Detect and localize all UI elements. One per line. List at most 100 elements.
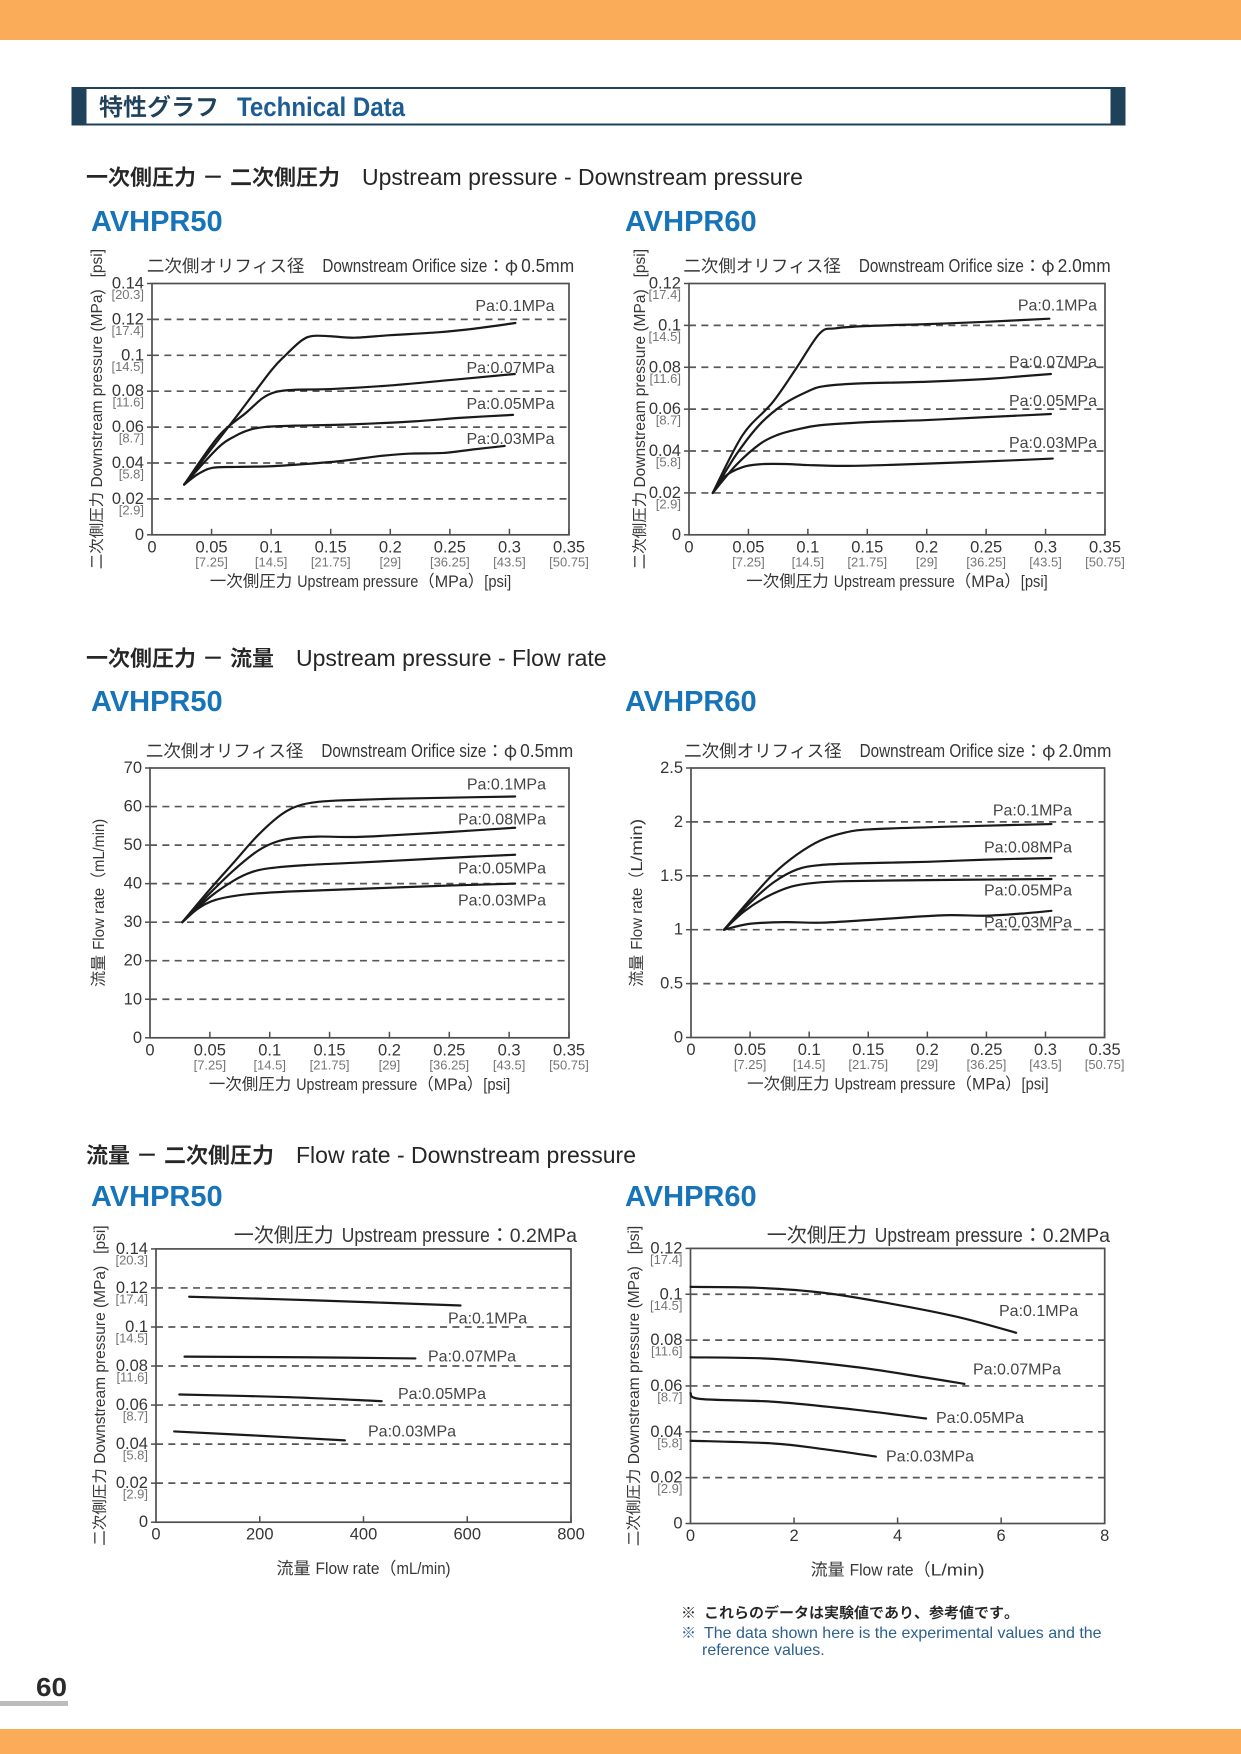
svg-text:Downstream Orifice size: Downstream Orifice size	[322, 255, 487, 276]
svg-text:Pa:0.1MPa: Pa:0.1MPa	[467, 777, 546, 794]
svg-text:0.04: 0.04	[116, 1435, 148, 1453]
svg-text:L/min): L/min)	[931, 1561, 985, 1580]
svg-text:0.2: 0.2	[379, 538, 402, 556]
svg-text:0.1: 0.1	[798, 1041, 821, 1059]
svg-text:[5.8]: [5.8]	[123, 1448, 148, 1463]
svg-text:Downstream Orifice size: Downstream Orifice size	[859, 255, 1024, 276]
svg-text:Pa:0.03MPa: Pa:0.03MPa	[984, 915, 1072, 932]
svg-text:[14.5]: [14.5]	[255, 554, 288, 569]
svg-text:[17.4]: [17.4]	[115, 1291, 148, 1306]
svg-text:[psi]: [psi]	[92, 1225, 109, 1253]
svg-text:Pa:0.03MPa: Pa:0.03MPa	[368, 1424, 456, 1441]
svg-text:0: 0	[684, 538, 693, 556]
svg-text:0.1: 0.1	[260, 538, 283, 556]
svg-text:Pa:0.1MPa: Pa:0.1MPa	[999, 1303, 1078, 1320]
svg-text:70: 70	[124, 759, 142, 777]
svg-text:Pa:0.07MPa: Pa:0.07MPa	[973, 1362, 1061, 1379]
svg-text:[7.25]: [7.25]	[194, 1057, 227, 1072]
svg-text:[14.5]: [14.5]	[648, 329, 681, 344]
svg-text:0.05: 0.05	[194, 1041, 226, 1059]
svg-text:[36.25]: [36.25]	[967, 1057, 1007, 1072]
svg-text:0.12: 0.12	[650, 1239, 682, 1257]
svg-text:[psi]: [psi]	[632, 249, 649, 277]
svg-text:Pa:0.08MPa: Pa:0.08MPa	[984, 840, 1072, 857]
svg-text:Pa:0.05MPa: Pa:0.05MPa	[398, 1386, 486, 1403]
svg-text:MPa: MPa	[971, 572, 1005, 591]
svg-text:AVHPR60: AVHPR60	[625, 206, 757, 238]
svg-text:[psi]: [psi]	[1021, 572, 1048, 591]
svg-text:0.2: 0.2	[916, 1041, 939, 1059]
svg-text:[psi]: [psi]	[483, 1075, 510, 1094]
svg-text:0.04: 0.04	[649, 442, 681, 460]
svg-text:0.3: 0.3	[498, 1041, 521, 1059]
svg-text:[14.5]: [14.5]	[115, 1330, 148, 1345]
svg-text:[2.9]: [2.9]	[656, 496, 681, 511]
svg-text:0.04: 0.04	[112, 454, 144, 472]
svg-text:[5.8]: [5.8]	[119, 467, 144, 482]
svg-text:[14.5]: [14.5]	[253, 1057, 286, 1072]
svg-text:Pa:0.07MPa: Pa:0.07MPa	[428, 1349, 516, 1366]
svg-text:0: 0	[674, 1029, 683, 1047]
svg-text:0.1: 0.1	[796, 538, 819, 556]
svg-text:Downstream pressure (MPa): Downstream pressure (MPa)	[89, 289, 106, 487]
svg-text:[2.9]: [2.9]	[657, 1481, 682, 1496]
svg-text:Downstream pressure (MPa): Downstream pressure (MPa)	[632, 289, 649, 487]
svg-text:40: 40	[124, 875, 142, 893]
svg-text:Upstream pressure: Upstream pressure	[835, 1075, 956, 1094]
svg-text:0: 0	[135, 526, 144, 544]
svg-text:[29]: [29]	[379, 554, 401, 569]
svg-text:800: 800	[557, 1526, 585, 1544]
svg-text:Pa:0.1MPa: Pa:0.1MPa	[993, 803, 1072, 820]
svg-text:[7.25]: [7.25]	[732, 554, 765, 569]
svg-text:[5.8]: [5.8]	[656, 455, 681, 470]
svg-text:0.15: 0.15	[314, 1041, 346, 1059]
svg-text:6: 6	[997, 1527, 1006, 1545]
svg-text:0.08: 0.08	[116, 1357, 148, 1375]
svg-text:0.02: 0.02	[112, 490, 144, 508]
svg-text:[8.7]: [8.7]	[657, 1389, 682, 1404]
svg-text:Pa:0.05MPa: Pa:0.05MPa	[458, 861, 546, 878]
svg-text:0.1: 0.1	[258, 1041, 281, 1059]
svg-text:0.3: 0.3	[498, 538, 521, 556]
svg-text:[21.75]: [21.75]	[847, 554, 887, 569]
svg-text:0.14: 0.14	[112, 275, 144, 293]
svg-text:AVHPR50: AVHPR50	[91, 206, 223, 238]
svg-text:[11.6]: [11.6]	[649, 371, 681, 386]
svg-text:0.06: 0.06	[112, 418, 144, 436]
svg-text:Pa:0.05MPa: Pa:0.05MPa	[1009, 393, 1097, 410]
svg-text:Pa:0.03MPa: Pa:0.03MPa	[466, 431, 554, 448]
svg-text:Pa:0.05MPa: Pa:0.05MPa	[984, 883, 1072, 900]
svg-text:0.02: 0.02	[116, 1474, 148, 1492]
svg-text:AVHPR60: AVHPR60	[625, 1181, 757, 1213]
svg-text:Flow rate: Flow rate	[850, 1561, 914, 1580]
svg-text:[psi]: [psi]	[484, 572, 511, 591]
svg-text:0.05: 0.05	[734, 1041, 766, 1059]
svg-text:[21.75]: [21.75]	[310, 1057, 350, 1072]
svg-text:Pa:0.03MPa: Pa:0.03MPa	[1009, 435, 1097, 452]
svg-text:Pa:0.05MPa: Pa:0.05MPa	[936, 1410, 1024, 1427]
svg-text:0.1: 0.1	[660, 1285, 683, 1303]
svg-text:1: 1	[674, 921, 683, 939]
svg-text:[14.5]: [14.5]	[111, 359, 144, 374]
svg-text:0.06: 0.06	[649, 400, 681, 418]
svg-text:L/min): L/min)	[629, 819, 646, 872]
svg-text:[29]: [29]	[916, 554, 938, 569]
svg-text:0.25: 0.25	[434, 538, 466, 556]
svg-text:Flow rate - Downstream pressur: Flow rate - Downstream pressure	[296, 1142, 636, 1168]
svg-text:10: 10	[124, 990, 142, 1008]
svg-text:[17.4]: [17.4]	[111, 323, 144, 338]
svg-text:0.15: 0.15	[852, 1041, 884, 1059]
svg-text:600: 600	[453, 1526, 481, 1544]
svg-text:Flow rate: Flow rate	[629, 888, 646, 950]
svg-text:[2.9]: [2.9]	[123, 1487, 148, 1502]
svg-text:[psi]: [psi]	[626, 1226, 643, 1254]
svg-text:[14.5]: [14.5]	[792, 554, 825, 569]
svg-text:Downstream Orifice size: Downstream Orifice size	[860, 740, 1025, 761]
svg-text:400: 400	[350, 1526, 378, 1544]
svg-text:0.15: 0.15	[315, 538, 347, 556]
svg-text:0.12: 0.12	[116, 1279, 148, 1297]
svg-text:Upstream pressure: Upstream pressure	[297, 572, 418, 591]
svg-text:2.0mm: 2.0mm	[1058, 740, 1111, 761]
svg-text:Downstream pressure (MPa): Downstream pressure (MPa)	[92, 1266, 109, 1464]
svg-text:0.05: 0.05	[732, 538, 764, 556]
